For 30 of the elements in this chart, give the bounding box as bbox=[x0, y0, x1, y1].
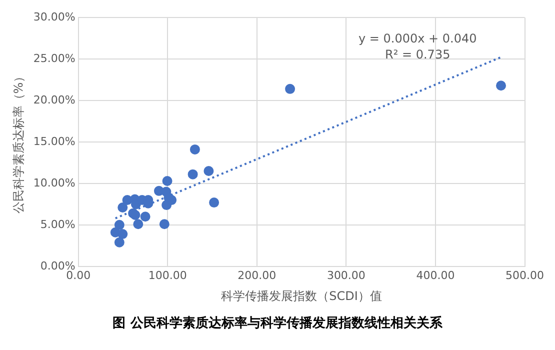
point bbox=[159, 219, 170, 230]
text: 图 公民科学素质达标率与科学传播发展指数线性相关关系 bbox=[112, 314, 444, 332]
y-tick-label: 25.00% bbox=[33, 52, 76, 65]
point bbox=[118, 202, 128, 213]
point bbox=[209, 198, 220, 208]
y-tick-label: 10.00% bbox=[33, 176, 76, 190]
point bbox=[133, 219, 144, 230]
annotation: R² = 0.735 bbox=[385, 48, 450, 62]
annotation: y = 0.000x + 0.040 bbox=[358, 32, 477, 46]
y-tick-label: 30.00% bbox=[33, 10, 76, 24]
x-tick-label: 400.00 bbox=[416, 268, 455, 282]
point bbox=[188, 169, 198, 180]
point bbox=[285, 84, 296, 94]
x-tick-label: 300.00 bbox=[326, 268, 366, 282]
y-axis-title: 公民科学素质达标率（%） bbox=[11, 70, 26, 214]
y-tick-label: 15.00% bbox=[33, 134, 76, 148]
x-tick-label: 200.00 bbox=[238, 268, 276, 282]
point bbox=[118, 229, 128, 240]
point bbox=[114, 237, 124, 248]
x-axis-title: 科学传播发展指数（SCDI）值 bbox=[221, 288, 382, 303]
point bbox=[496, 80, 506, 91]
x-tick-label: 500.00 bbox=[506, 268, 544, 282]
y-tick-label: 20.00% bbox=[33, 93, 76, 106]
x-tick-label: 100.00 bbox=[148, 268, 187, 282]
point bbox=[162, 176, 172, 186]
point bbox=[140, 212, 150, 222]
y-tick-label: 5.00% bbox=[40, 218, 76, 231]
point bbox=[190, 144, 200, 154]
point bbox=[204, 166, 214, 176]
point bbox=[114, 220, 124, 230]
